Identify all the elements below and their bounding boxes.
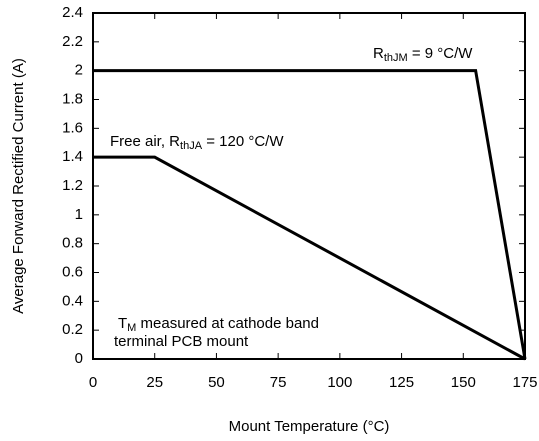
data-line: [93, 69, 527, 360]
annotation-box: [110, 312, 332, 350]
y-tick-label: 2.4: [62, 4, 83, 21]
y-axis-label: Average Forward Rectified Current (A): [10, 58, 27, 314]
y-tick-label: 1: [75, 206, 83, 223]
y-tick-label: 1.2: [62, 177, 83, 194]
annotation-text: measured at cathode band: [136, 315, 319, 332]
annotation-subscript: M: [127, 322, 136, 334]
y-tick-label: 0.8: [62, 235, 83, 252]
annotation-box: [365, 42, 522, 66]
x-axis-label: Mount Temperature (°C): [229, 418, 390, 435]
annotation: RthJM = 9 °C/W: [373, 45, 473, 64]
x-tick-label: 25: [146, 374, 163, 391]
annotation: TM measured at cathode band: [118, 315, 319, 334]
y-tick-label: 0: [75, 350, 83, 367]
y-tick-label: 1.6: [62, 119, 83, 136]
annotation-box: [99, 129, 335, 155]
y-tick-label: 0.2: [62, 321, 83, 338]
annotation-text: Free air, R: [110, 133, 180, 150]
x-tick-label: 150: [451, 374, 476, 391]
y-tick-label: 2.2: [62, 33, 83, 50]
x-tick-label: 0: [89, 374, 97, 391]
annotation-text: R: [373, 45, 384, 62]
annotation-subscript: thJM: [384, 52, 408, 64]
annotation-text: T: [118, 315, 127, 332]
x-tick-label: 75: [270, 374, 287, 391]
annotation-subscript: thJA: [180, 140, 203, 152]
x-tick-label: 125: [389, 374, 414, 391]
annotation-text: = 120 °C/W: [202, 133, 284, 150]
data-line: [93, 155, 526, 361]
annotation-text: = 9 °C/W: [408, 45, 474, 62]
x-tick-label: 100: [327, 374, 352, 391]
x-tick-label: 50: [208, 374, 225, 391]
x-tick-label: 175: [512, 374, 537, 391]
y-tick-label: 1.8: [62, 90, 83, 107]
y-tick-label: 2: [75, 62, 83, 79]
annotation: Free air, RthJA = 120 °C/W: [110, 133, 284, 152]
y-tick-label: 0.4: [62, 292, 83, 309]
annotation: terminal PCB mount: [114, 333, 249, 350]
plot-frame: [92, 12, 526, 360]
y-tick-label: 1.4: [62, 148, 83, 165]
annotation-text: terminal PCB mount: [114, 333, 249, 350]
y-tick-label: 0.6: [62, 263, 83, 280]
